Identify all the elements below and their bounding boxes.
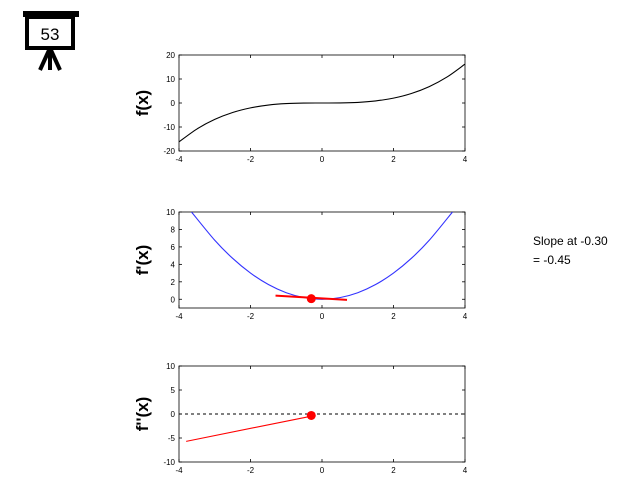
y-axis-label: f'(x)	[133, 245, 152, 275]
chart-panel-2: -4 -2 0 2 4 0 2 4 6 8 10 f'(x)	[133, 208, 468, 321]
x-tick-label: 4	[463, 312, 468, 321]
y-tick-label: 20	[166, 51, 175, 60]
slope-annotation: Slope at -0.30 = -0.45	[533, 232, 608, 270]
y-axis-label: f(x)	[133, 90, 152, 116]
x-tick-label: -2	[247, 155, 255, 164]
x-tick-label: 0	[320, 155, 325, 164]
y-tick-label: 0	[171, 410, 176, 419]
evaluation-point	[306, 294, 316, 304]
badge-number: 53	[41, 25, 60, 44]
y-tick-label: -10	[163, 458, 175, 467]
y-tick-label: -20	[163, 147, 175, 156]
y-tick-label: 10	[166, 362, 175, 371]
x-tick-label: -4	[175, 466, 183, 475]
y-tick-label: -10	[163, 123, 175, 132]
series-line-1	[179, 63, 465, 143]
y-tick-label: -5	[168, 434, 176, 443]
y-tick-label: 10	[166, 75, 175, 84]
x-tick-label: 2	[391, 466, 396, 475]
y-tick-label: 8	[171, 225, 176, 234]
slope-annotation-line2: = -0.45	[533, 253, 571, 267]
y-tick-label: 0	[171, 99, 176, 108]
presentation-board-icon: 53	[23, 11, 79, 71]
x-tick-label: 0	[320, 466, 325, 475]
y-axis-label: f''(x)	[133, 397, 152, 432]
y-tick-label: 5	[171, 386, 176, 395]
y-tick-label: 10	[166, 208, 175, 217]
y-tick-label: 0	[171, 295, 176, 304]
evaluation-point	[306, 410, 316, 420]
y-tick-label: 4	[171, 260, 176, 269]
x-tick-label: -2	[247, 312, 255, 321]
x-tick-label: 0	[320, 312, 325, 321]
plot-frame	[178, 211, 466, 309]
x-tick-label: 4	[463, 155, 468, 164]
y-tick-label: 2	[171, 278, 176, 287]
slope-annotation-line1: Slope at -0.30	[533, 234, 608, 248]
x-tick-label: 4	[463, 466, 468, 475]
x-tick-label: -4	[175, 155, 183, 164]
x-tick-label: 2	[391, 155, 396, 164]
x-tick-label: 2	[391, 312, 396, 321]
series-line-1	[191, 212, 453, 300]
y-tick-label: 6	[171, 243, 176, 252]
x-tick-label: -2	[247, 466, 255, 475]
series-line-1	[186, 415, 312, 442]
x-tick-label: -4	[175, 312, 183, 321]
chart-panel-3: -4 -2 0 2 4 -10 -5 0 5 10 f''(x)	[133, 362, 468, 475]
